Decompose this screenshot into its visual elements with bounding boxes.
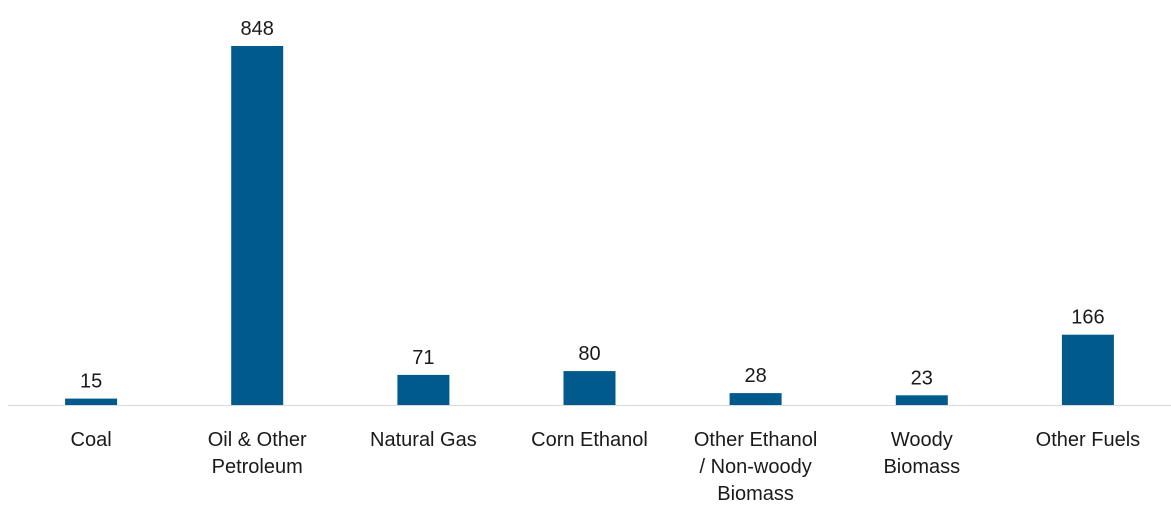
bar (729, 393, 782, 405)
x-tick-label-line: Woody (891, 429, 953, 451)
bar (231, 46, 284, 405)
x-tick-label-line: Oil & Other (208, 429, 307, 451)
x-tick-label: Corn Ethanol (531, 429, 648, 451)
data-label: 15 (80, 371, 102, 393)
x-tick-label: Woody Biomass (883, 429, 960, 478)
bar (397, 374, 450, 405)
x-tick-label: Natural Gas (370, 429, 477, 451)
data-label: 28 (744, 365, 766, 387)
x-tick-label-line: Corn Ethanol (531, 429, 648, 451)
x-tick-label-line: Other Fuels (1036, 429, 1140, 451)
x-tick-label: Other Fuels (1036, 429, 1140, 451)
bars-group (65, 46, 1114, 405)
x-tick-label-line: Biomass (717, 483, 794, 505)
x-tick-label: Other Ethanol / Non-woody Biomass (694, 429, 817, 505)
x-tick-label: Oil & Other Petroleum (208, 429, 307, 478)
bar (1061, 334, 1114, 405)
data-label: 71 (412, 347, 434, 369)
data-label: 166 (1071, 307, 1104, 329)
x-tick-label-line: Natural Gas (370, 429, 477, 451)
data-label: 848 (241, 18, 274, 40)
category-labels-group: Coal Oil & Other Petroleum Natural Gas Corn … (71, 429, 1141, 505)
x-tick-label-line: Petroleum (212, 456, 303, 478)
bar (563, 371, 616, 405)
x-tick-label-line: Other Ethanol (694, 429, 817, 451)
bar (65, 398, 118, 405)
bar (895, 395, 948, 405)
x-tick-label-line: Coal (71, 429, 112, 451)
x-tick-label-line: Biomass (883, 456, 960, 478)
x-tick-label: Coal (71, 429, 112, 451)
data-label: 23 (911, 367, 933, 389)
data-label: 80 (578, 343, 600, 365)
value-labels-group: 15 848 71 80 28 23 166 (80, 18, 1105, 393)
x-tick-label-line: / Non-woody (699, 456, 811, 478)
